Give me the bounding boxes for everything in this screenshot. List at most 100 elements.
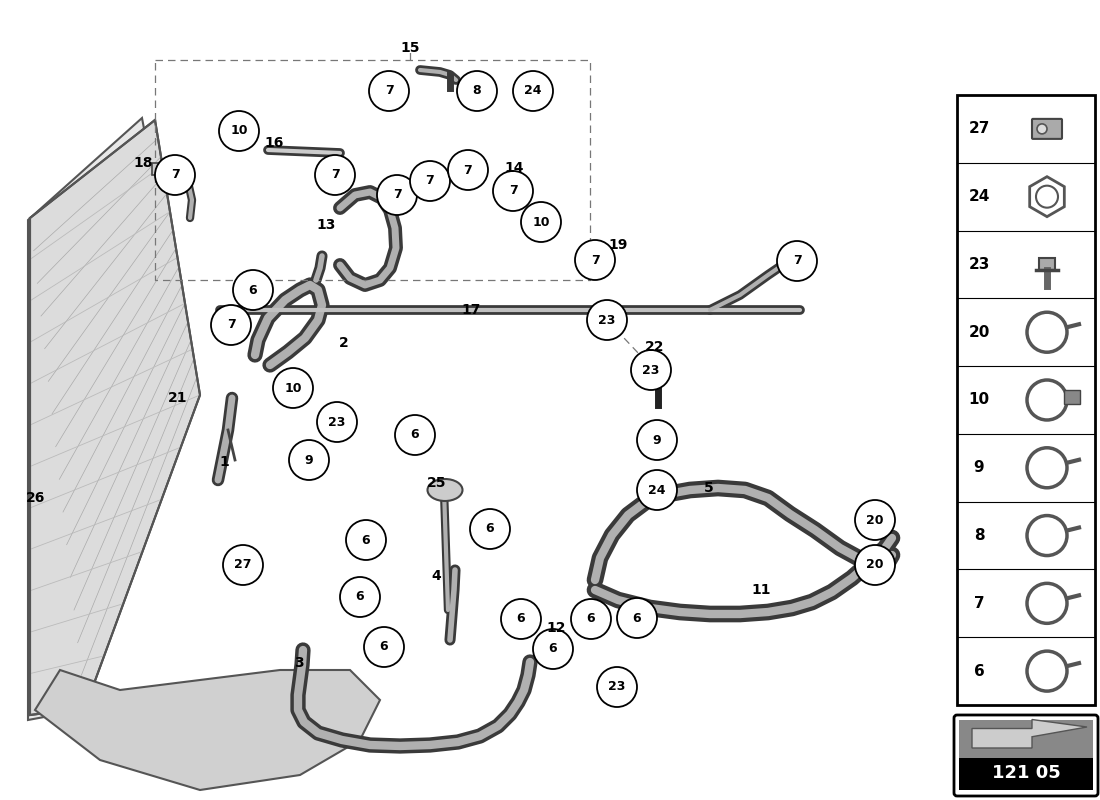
FancyBboxPatch shape xyxy=(1040,258,1055,270)
Text: 24: 24 xyxy=(648,483,666,497)
Circle shape xyxy=(410,161,450,201)
Text: 21: 21 xyxy=(168,391,188,405)
Circle shape xyxy=(211,305,251,345)
Circle shape xyxy=(155,155,195,195)
Text: 25: 25 xyxy=(427,476,447,490)
Circle shape xyxy=(597,667,637,707)
Circle shape xyxy=(368,71,409,111)
Text: 6: 6 xyxy=(362,534,371,546)
Text: 7: 7 xyxy=(793,254,802,267)
Circle shape xyxy=(317,402,358,442)
Text: 15: 15 xyxy=(400,41,420,55)
Text: 7: 7 xyxy=(170,169,179,182)
Circle shape xyxy=(340,577,379,617)
Text: 24: 24 xyxy=(525,85,541,98)
Text: 6: 6 xyxy=(974,664,984,678)
Text: 10: 10 xyxy=(968,393,990,407)
Text: 14: 14 xyxy=(504,161,524,175)
Circle shape xyxy=(223,545,263,585)
Text: 7: 7 xyxy=(393,189,402,202)
Circle shape xyxy=(513,71,553,111)
Text: 6: 6 xyxy=(486,522,494,535)
Text: 27: 27 xyxy=(234,558,252,571)
Circle shape xyxy=(289,440,329,480)
Text: 8: 8 xyxy=(974,528,984,543)
Text: 20: 20 xyxy=(867,514,883,526)
Text: 7: 7 xyxy=(385,85,394,98)
Circle shape xyxy=(364,627,404,667)
Text: 9: 9 xyxy=(305,454,314,466)
Text: 6: 6 xyxy=(410,429,419,442)
Text: 13: 13 xyxy=(317,218,336,232)
Text: 11: 11 xyxy=(751,583,771,597)
Circle shape xyxy=(777,241,817,281)
Text: 22: 22 xyxy=(646,340,664,354)
Polygon shape xyxy=(28,118,195,720)
Circle shape xyxy=(571,599,610,639)
Text: 9: 9 xyxy=(652,434,661,446)
Text: 27: 27 xyxy=(968,122,990,136)
Circle shape xyxy=(617,598,657,638)
Text: 4: 4 xyxy=(431,569,441,583)
Circle shape xyxy=(855,545,895,585)
Circle shape xyxy=(493,171,534,211)
Circle shape xyxy=(219,111,258,151)
Text: 6: 6 xyxy=(517,613,526,626)
Circle shape xyxy=(315,155,355,195)
Text: 10: 10 xyxy=(532,215,550,229)
Circle shape xyxy=(534,629,573,669)
Circle shape xyxy=(500,599,541,639)
Circle shape xyxy=(273,368,314,408)
Text: 23: 23 xyxy=(968,257,990,272)
Circle shape xyxy=(855,500,895,540)
Text: 7: 7 xyxy=(463,163,472,177)
Text: 26: 26 xyxy=(26,491,46,505)
Ellipse shape xyxy=(428,479,462,501)
Text: 17: 17 xyxy=(461,303,481,317)
Circle shape xyxy=(456,71,497,111)
Text: 24: 24 xyxy=(968,189,990,204)
Text: 10: 10 xyxy=(230,125,248,138)
FancyBboxPatch shape xyxy=(1032,119,1062,139)
Text: 6: 6 xyxy=(549,642,558,655)
Text: 7: 7 xyxy=(426,174,434,187)
Text: 121 05: 121 05 xyxy=(991,765,1060,782)
Text: 7: 7 xyxy=(227,318,235,331)
Circle shape xyxy=(637,420,676,460)
Text: 18: 18 xyxy=(133,156,153,170)
Text: 20: 20 xyxy=(867,558,883,571)
Circle shape xyxy=(377,175,417,215)
Text: 3: 3 xyxy=(294,656,304,670)
Text: 1: 1 xyxy=(219,455,229,469)
FancyBboxPatch shape xyxy=(957,95,1094,705)
Text: 7: 7 xyxy=(331,169,340,182)
Text: 10: 10 xyxy=(284,382,301,394)
Text: 7: 7 xyxy=(508,185,517,198)
Text: 7: 7 xyxy=(591,254,600,266)
Text: 23: 23 xyxy=(598,314,616,326)
Text: 23: 23 xyxy=(642,363,660,377)
Polygon shape xyxy=(35,670,379,790)
Text: 6: 6 xyxy=(249,283,257,297)
FancyBboxPatch shape xyxy=(959,757,1093,790)
Circle shape xyxy=(631,350,671,390)
Polygon shape xyxy=(972,719,1087,748)
Circle shape xyxy=(521,202,561,242)
Circle shape xyxy=(448,150,488,190)
Text: 8: 8 xyxy=(473,85,482,98)
Text: 6: 6 xyxy=(355,590,364,603)
Text: 9: 9 xyxy=(974,460,984,475)
Circle shape xyxy=(575,240,615,280)
Polygon shape xyxy=(30,120,200,715)
Text: 7: 7 xyxy=(974,596,984,611)
Text: 20: 20 xyxy=(968,325,990,340)
FancyBboxPatch shape xyxy=(152,163,170,175)
FancyBboxPatch shape xyxy=(959,720,1093,758)
Text: 6: 6 xyxy=(586,613,595,626)
Text: 19: 19 xyxy=(608,238,628,252)
Text: 6: 6 xyxy=(632,611,641,625)
Circle shape xyxy=(1037,124,1047,134)
Circle shape xyxy=(395,415,434,455)
Text: 12: 12 xyxy=(547,621,565,635)
Circle shape xyxy=(587,300,627,340)
